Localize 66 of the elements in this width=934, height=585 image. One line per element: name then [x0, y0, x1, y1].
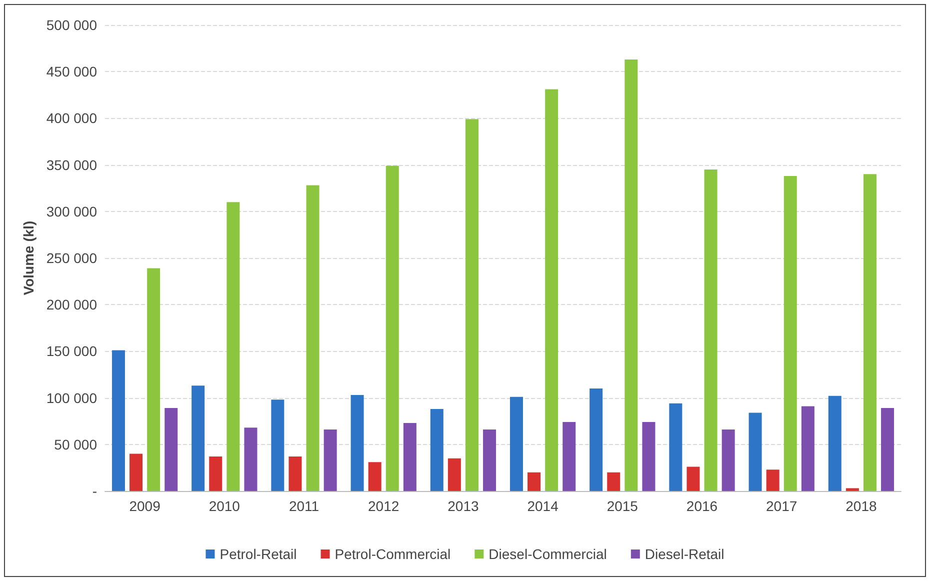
y-axis-title: Volume (kl): [20, 220, 36, 296]
bar: [465, 119, 478, 491]
bar: [164, 408, 178, 491]
bar: [863, 174, 876, 491]
bar: [209, 456, 222, 491]
bar: [590, 388, 603, 491]
x-tick-label: 2017: [766, 498, 798, 514]
bar: [350, 395, 364, 491]
bar: [386, 166, 399, 491]
bar: [801, 406, 814, 491]
bar: [704, 169, 718, 491]
bar: [226, 202, 240, 491]
bar: [828, 396, 842, 491]
legend-label: Diesel-Commercial: [488, 546, 607, 562]
bar: [766, 470, 780, 491]
x-tick-label: 2015: [606, 498, 638, 514]
bar: [722, 429, 735, 491]
y-tick-label: 350 000: [46, 156, 98, 173]
y-tick-label: 400 000: [46, 110, 98, 126]
y-tick-label: -: [92, 483, 98, 499]
bar: [324, 429, 337, 491]
x-tick-label: 2018: [846, 498, 877, 514]
bar: [244, 428, 258, 491]
y-tick-label: 150 000: [46, 343, 98, 360]
legend-label: Diesel-Retail: [644, 546, 724, 562]
bar: [846, 488, 859, 491]
x-tick-label: 2014: [527, 498, 559, 514]
bar: [192, 386, 205, 491]
bar: [130, 454, 143, 491]
bar: [528, 472, 541, 491]
bar: [784, 176, 797, 491]
bar: [483, 429, 496, 491]
bar: [881, 408, 894, 491]
legend-label: Petrol-Retail: [220, 546, 297, 562]
bar: [669, 403, 682, 491]
bar: [288, 456, 302, 491]
bar: [147, 268, 160, 491]
bar: [545, 89, 558, 491]
bar: [607, 472, 620, 491]
bar: [403, 422, 416, 491]
x-tick-label: 2011: [288, 498, 320, 514]
bar: [448, 458, 461, 491]
x-tick-label: 2009: [129, 498, 161, 514]
y-tick-label: 100 000: [46, 390, 98, 406]
bar: [306, 185, 320, 491]
bar: [686, 466, 700, 491]
y-tick-label: 300 000: [46, 203, 98, 220]
x-tick-label: 2013: [448, 498, 479, 514]
y-tick-label: 450 000: [46, 64, 98, 80]
bar: [112, 350, 125, 491]
y-tick-label: 50 000: [54, 436, 98, 452]
bar: [562, 422, 576, 491]
bar: [510, 396, 523, 491]
y-tick-label: 200 000: [46, 296, 98, 313]
bar: [430, 408, 444, 491]
bar: [271, 400, 284, 491]
bar: [624, 59, 638, 491]
bar: [368, 462, 382, 491]
bar: [642, 422, 656, 491]
x-tick-label: 2010: [208, 498, 240, 514]
x-tick-label: 2012: [368, 498, 400, 514]
y-tick-label: 500 000: [46, 17, 98, 33]
legend-label: Petrol-Commercial: [334, 546, 451, 562]
x-tick-label: 2016: [686, 498, 718, 514]
bar: [748, 412, 762, 491]
y-tick-label: 250 000: [46, 250, 98, 266]
